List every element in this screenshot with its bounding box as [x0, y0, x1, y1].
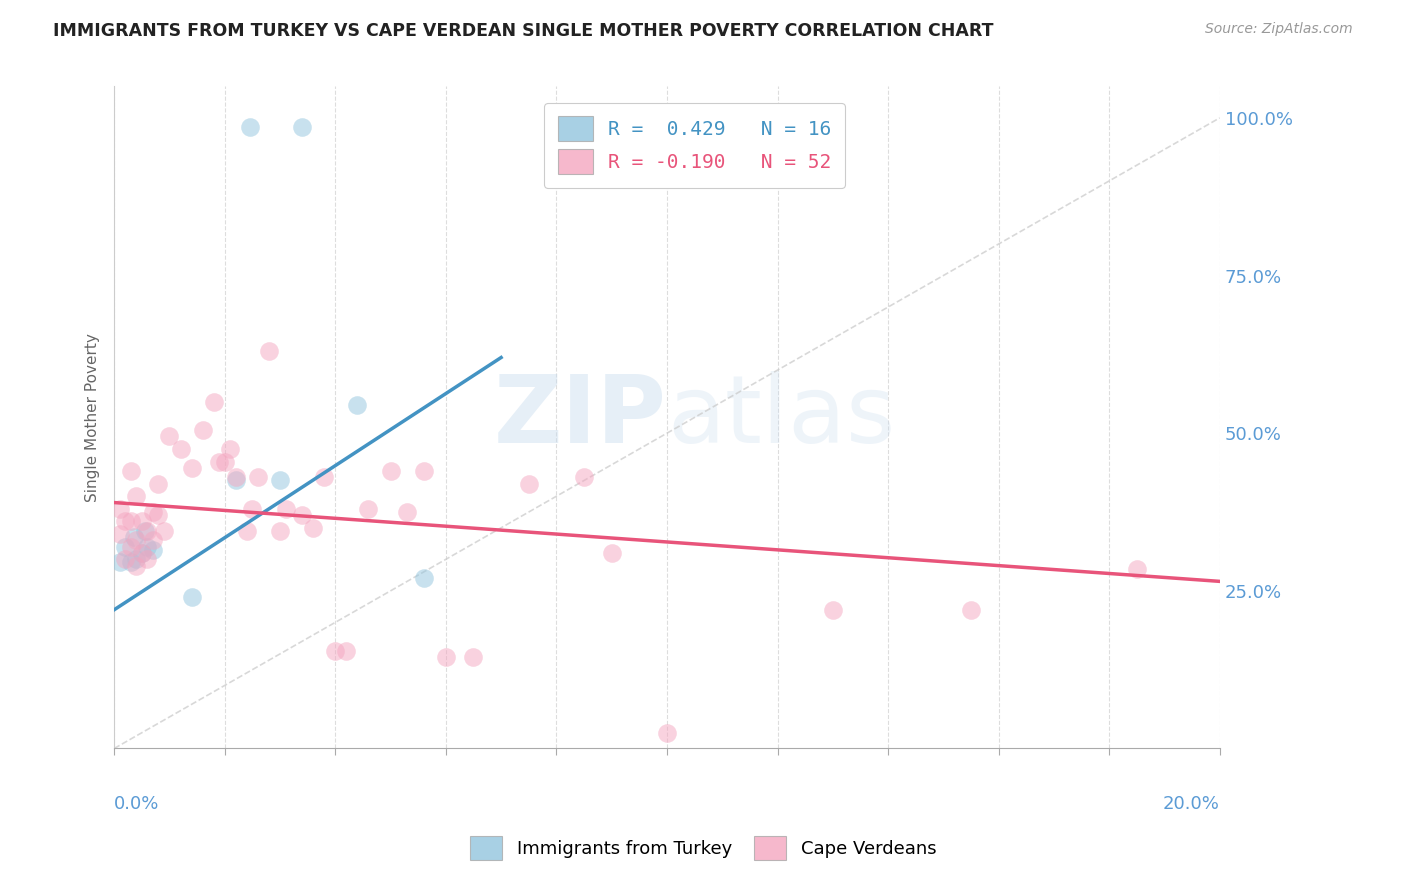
Point: [180, 461, 202, 475]
Point: [335, 644, 357, 658]
Point: [291, 508, 314, 523]
Point: [346, 398, 368, 412]
Point: [142, 505, 165, 519]
Point: [153, 524, 176, 538]
Point: [655, 725, 678, 739]
Point: [134, 524, 156, 538]
Point: [148, 476, 170, 491]
Point: [412, 464, 434, 478]
Point: [600, 546, 623, 560]
Point: [125, 552, 148, 566]
Text: ZIP: ZIP: [494, 371, 666, 464]
Y-axis label: Single Mother Poverty: Single Mother Poverty: [86, 333, 100, 502]
Point: [131, 546, 153, 560]
Point: [114, 552, 136, 566]
Point: [136, 540, 159, 554]
Point: [291, 120, 314, 135]
Point: [120, 515, 142, 529]
Legend: R =  0.429   N = 16, R = -0.190   N = 52: R = 0.429 N = 16, R = -0.190 N = 52: [544, 103, 845, 187]
Legend: Immigrants from Turkey, Cape Verdeans: Immigrants from Turkey, Cape Verdeans: [463, 830, 943, 867]
Point: [269, 474, 291, 488]
Point: [396, 505, 419, 519]
Point: [125, 558, 148, 573]
Point: [159, 429, 181, 443]
Point: [131, 515, 153, 529]
Point: [142, 533, 165, 548]
Point: [821, 603, 844, 617]
Point: [274, 501, 297, 516]
Point: [120, 464, 142, 478]
Text: 0.0%: 0.0%: [114, 795, 159, 813]
Point: [125, 533, 148, 548]
Point: [357, 501, 380, 516]
Point: [257, 344, 280, 359]
Point: [412, 571, 434, 585]
Point: [225, 474, 247, 488]
Point: [120, 540, 142, 554]
Point: [169, 442, 191, 456]
Point: [246, 470, 269, 484]
Point: [180, 590, 202, 604]
Point: [136, 524, 159, 538]
Text: Source: ZipAtlas.com: Source: ZipAtlas.com: [1205, 22, 1353, 37]
Point: [122, 530, 145, 544]
Point: [434, 650, 457, 665]
Text: 20.0%: 20.0%: [1163, 795, 1220, 813]
Text: IMMIGRANTS FROM TURKEY VS CAPE VERDEAN SINGLE MOTHER POVERTY CORRELATION CHART: IMMIGRANTS FROM TURKEY VS CAPE VERDEAN S…: [53, 22, 994, 40]
Point: [314, 470, 336, 484]
Point: [323, 644, 346, 658]
Text: atlas: atlas: [666, 371, 896, 464]
Point: [114, 540, 136, 554]
Point: [114, 515, 136, 529]
Point: [214, 454, 236, 468]
Point: [148, 508, 170, 523]
Point: [269, 524, 291, 538]
Point: [125, 489, 148, 503]
Point: [463, 650, 485, 665]
Point: [202, 394, 225, 409]
Point: [208, 454, 231, 468]
Point: [108, 527, 131, 541]
Point: [136, 552, 159, 566]
Point: [142, 542, 165, 557]
Point: [191, 423, 214, 437]
Point: [302, 521, 325, 535]
Point: [572, 470, 595, 484]
Point: [517, 476, 540, 491]
Point: [120, 556, 142, 570]
Point: [380, 464, 402, 478]
Point: [219, 442, 242, 456]
Point: [242, 501, 264, 516]
Point: [108, 501, 131, 516]
Point: [236, 524, 259, 538]
Point: [1126, 562, 1149, 576]
Point: [225, 470, 247, 484]
Point: [131, 546, 153, 560]
Point: [108, 556, 131, 570]
Point: [960, 603, 983, 617]
Point: [239, 120, 262, 135]
